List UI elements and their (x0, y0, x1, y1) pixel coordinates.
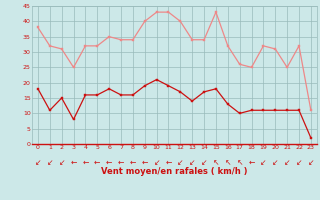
Text: ↙: ↙ (59, 158, 65, 167)
Text: ↙: ↙ (189, 158, 196, 167)
Text: ←: ← (130, 158, 136, 167)
Text: ↙: ↙ (201, 158, 207, 167)
Text: ↙: ↙ (272, 158, 278, 167)
Text: ↙: ↙ (35, 158, 41, 167)
Text: ←: ← (141, 158, 148, 167)
Text: ←: ← (106, 158, 112, 167)
Text: ↙: ↙ (177, 158, 184, 167)
Text: ↙: ↙ (47, 158, 53, 167)
Text: ↙: ↙ (153, 158, 160, 167)
X-axis label: Vent moyen/en rafales ( km/h ): Vent moyen/en rafales ( km/h ) (101, 167, 248, 176)
Text: ←: ← (165, 158, 172, 167)
Text: ←: ← (248, 158, 255, 167)
Text: ←: ← (70, 158, 77, 167)
Text: ↙: ↙ (260, 158, 267, 167)
Text: ↙: ↙ (308, 158, 314, 167)
Text: ←: ← (118, 158, 124, 167)
Text: ↖: ↖ (225, 158, 231, 167)
Text: ←: ← (82, 158, 89, 167)
Text: ←: ← (94, 158, 100, 167)
Text: ↙: ↙ (296, 158, 302, 167)
Text: ↖: ↖ (236, 158, 243, 167)
Text: ↙: ↙ (284, 158, 290, 167)
Text: ↖: ↖ (213, 158, 219, 167)
